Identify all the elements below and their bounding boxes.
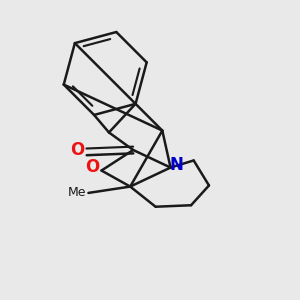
Text: O: O [85, 158, 99, 176]
Text: O: O [70, 141, 84, 159]
Text: N: N [169, 156, 183, 174]
Text: Me: Me [68, 186, 86, 200]
